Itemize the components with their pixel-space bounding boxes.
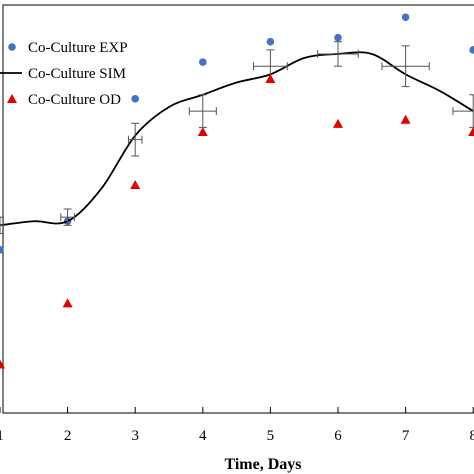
legend-item-co-culture-sim: Co-Culture SIM [0, 66, 126, 82]
data-point [130, 180, 141, 190]
x-tick-label-4: 4 [199, 428, 207, 444]
legend-label: Co-Culture SIM [28, 66, 126, 82]
plot-area-frame [2, 4, 474, 414]
chart-marks [0, 13, 474, 369]
data-point [266, 37, 275, 46]
data-point [131, 95, 139, 103]
legend-label: Co-Culture EXP [28, 40, 128, 56]
data-point [0, 359, 5, 369]
sim-curve [0, 51, 474, 227]
data-point [469, 46, 474, 54]
data-point [265, 73, 276, 83]
x-tick-label-6: 6 [334, 428, 342, 444]
x-axis: 1 2 3 4 5 6 7 8 [0, 407, 474, 444]
legend-item-co-culture-od: Co-Culture OD [7, 92, 121, 108]
legend-swatch-circle [8, 43, 16, 51]
data-point [62, 298, 73, 308]
legend: Co-Culture EXP Co-Culture SIM Co-Culture O… [0, 40, 128, 108]
data-point [333, 118, 343, 128]
x-axis-title: Time, Days [224, 456, 301, 473]
data-point [199, 58, 207, 66]
x-tick-label-1: 1 [0, 428, 4, 444]
x-tick-label-3: 3 [131, 428, 139, 444]
legend-swatch-triangle [7, 94, 17, 103]
x-tick-label-7: 7 [402, 428, 410, 444]
x-tick-label-2: 2 [64, 428, 72, 444]
data-point [0, 246, 4, 254]
data-point [197, 126, 208, 136]
data-point [400, 114, 411, 124]
x-tick-label-8: 8 [469, 428, 474, 444]
data-point [401, 13, 410, 22]
data-point [468, 126, 474, 136]
series-co-culture-exp [0, 13, 474, 254]
series-co-culture-od [0, 73, 474, 369]
data-point [334, 33, 342, 42]
legend-item-co-culture-exp: Co-Culture EXP [8, 40, 128, 56]
x-tick-label-5: 5 [267, 428, 275, 444]
legend-label: Co-Culture OD [28, 92, 121, 108]
